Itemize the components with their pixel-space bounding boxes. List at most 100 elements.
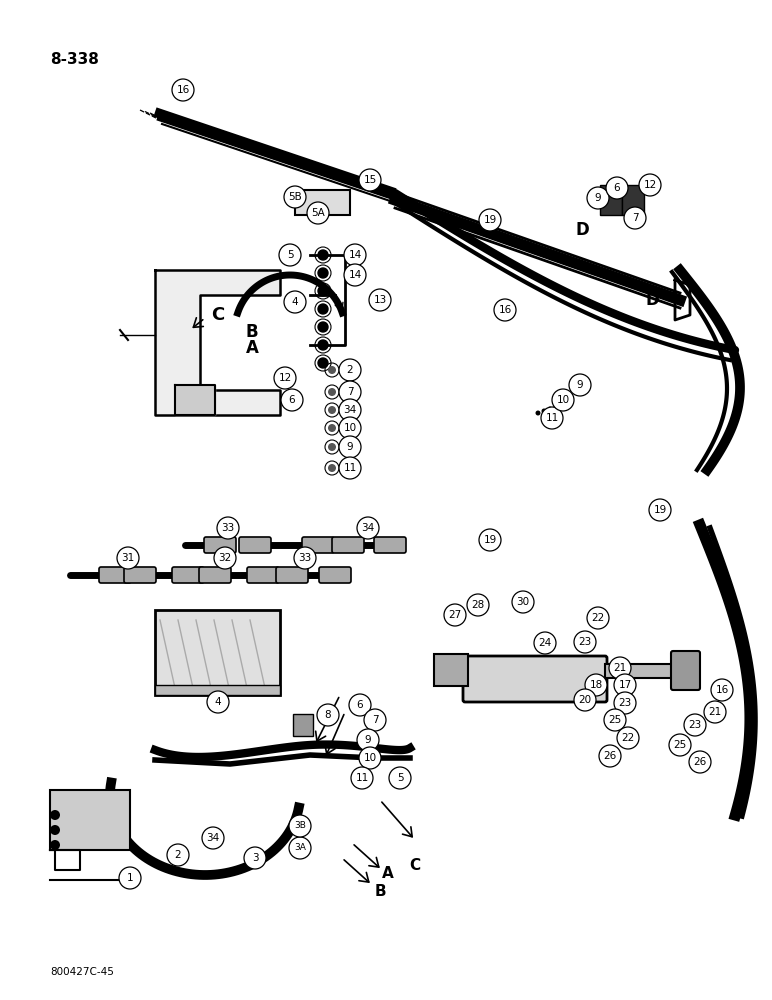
Text: 20: 20 bbox=[578, 695, 591, 705]
Circle shape bbox=[479, 529, 501, 551]
FancyBboxPatch shape bbox=[434, 654, 468, 686]
Polygon shape bbox=[155, 270, 280, 415]
Text: D: D bbox=[645, 291, 659, 309]
Circle shape bbox=[284, 186, 306, 208]
Text: 30: 30 bbox=[516, 597, 530, 607]
Circle shape bbox=[614, 674, 636, 696]
Text: 16: 16 bbox=[716, 685, 729, 695]
Text: 7: 7 bbox=[347, 387, 354, 397]
Text: B: B bbox=[374, 884, 386, 900]
Circle shape bbox=[328, 464, 336, 472]
Text: 16: 16 bbox=[176, 85, 190, 95]
FancyBboxPatch shape bbox=[99, 567, 131, 583]
Text: 19: 19 bbox=[483, 535, 496, 545]
Text: 14: 14 bbox=[348, 250, 361, 260]
Text: A: A bbox=[245, 339, 259, 357]
Circle shape bbox=[318, 286, 328, 296]
Circle shape bbox=[318, 322, 328, 332]
Text: 27: 27 bbox=[449, 610, 462, 620]
Circle shape bbox=[639, 174, 661, 196]
Text: 11: 11 bbox=[344, 463, 357, 473]
Bar bbox=[622, 185, 644, 215]
Circle shape bbox=[202, 827, 224, 849]
Bar bbox=[155, 610, 280, 695]
Circle shape bbox=[711, 679, 733, 701]
Circle shape bbox=[50, 840, 60, 850]
Circle shape bbox=[214, 547, 236, 569]
Text: 21: 21 bbox=[614, 663, 627, 673]
Circle shape bbox=[339, 436, 361, 458]
Circle shape bbox=[307, 202, 329, 224]
FancyBboxPatch shape bbox=[204, 537, 236, 553]
Text: 4: 4 bbox=[215, 697, 222, 707]
Circle shape bbox=[119, 867, 141, 889]
Bar bbox=[600, 185, 622, 215]
Circle shape bbox=[359, 747, 381, 769]
Circle shape bbox=[574, 689, 596, 711]
Circle shape bbox=[274, 367, 296, 389]
Text: 34: 34 bbox=[361, 523, 374, 533]
Text: 11: 11 bbox=[545, 413, 559, 423]
Text: 22: 22 bbox=[591, 613, 604, 623]
Circle shape bbox=[294, 547, 316, 569]
Circle shape bbox=[167, 844, 189, 866]
Text: 23: 23 bbox=[689, 720, 702, 730]
Text: 23: 23 bbox=[618, 698, 631, 708]
Text: B: B bbox=[245, 323, 259, 341]
Text: 800427C-45: 800427C-45 bbox=[50, 967, 114, 977]
Circle shape bbox=[541, 407, 563, 429]
Text: 21: 21 bbox=[709, 707, 722, 717]
Text: 2: 2 bbox=[174, 850, 181, 860]
Circle shape bbox=[244, 847, 266, 869]
Text: 18: 18 bbox=[589, 680, 603, 690]
Circle shape bbox=[494, 299, 516, 321]
Circle shape bbox=[281, 389, 303, 411]
Circle shape bbox=[479, 209, 501, 231]
Circle shape bbox=[547, 406, 553, 412]
Circle shape bbox=[704, 701, 726, 723]
Text: 5A: 5A bbox=[311, 208, 325, 218]
Text: 3B: 3B bbox=[294, 822, 306, 830]
Circle shape bbox=[117, 547, 139, 569]
Circle shape bbox=[289, 815, 311, 837]
Text: 25: 25 bbox=[608, 715, 621, 725]
Text: 26: 26 bbox=[604, 751, 617, 761]
Circle shape bbox=[606, 177, 628, 199]
Circle shape bbox=[284, 291, 306, 313]
FancyBboxPatch shape bbox=[293, 714, 313, 736]
Text: 25: 25 bbox=[673, 740, 686, 750]
Circle shape bbox=[351, 767, 373, 789]
Text: 34: 34 bbox=[344, 405, 357, 415]
FancyBboxPatch shape bbox=[319, 567, 351, 583]
Text: D: D bbox=[575, 221, 589, 239]
Circle shape bbox=[614, 692, 636, 714]
Text: 3A: 3A bbox=[294, 844, 306, 852]
Text: 3: 3 bbox=[252, 853, 259, 863]
Text: 6: 6 bbox=[289, 395, 296, 405]
Text: A: A bbox=[382, 866, 394, 882]
Text: 9: 9 bbox=[364, 735, 371, 745]
Circle shape bbox=[339, 457, 361, 479]
Text: 9: 9 bbox=[594, 193, 601, 203]
Text: 31: 31 bbox=[121, 553, 134, 563]
Circle shape bbox=[359, 169, 381, 191]
Text: 10: 10 bbox=[557, 395, 570, 405]
FancyBboxPatch shape bbox=[239, 537, 271, 553]
Circle shape bbox=[318, 304, 328, 314]
Text: 26: 26 bbox=[693, 757, 706, 767]
FancyBboxPatch shape bbox=[374, 537, 406, 553]
Text: 5: 5 bbox=[397, 773, 403, 783]
Text: 12: 12 bbox=[643, 180, 657, 190]
Circle shape bbox=[389, 767, 411, 789]
Circle shape bbox=[339, 417, 361, 439]
Circle shape bbox=[624, 207, 646, 229]
Text: 1: 1 bbox=[127, 873, 134, 883]
Circle shape bbox=[444, 604, 466, 626]
FancyBboxPatch shape bbox=[276, 567, 308, 583]
Circle shape bbox=[328, 406, 336, 414]
FancyBboxPatch shape bbox=[172, 567, 204, 583]
Bar bbox=[605, 664, 675, 678]
Circle shape bbox=[617, 727, 639, 749]
Circle shape bbox=[50, 825, 60, 835]
Circle shape bbox=[554, 404, 558, 410]
